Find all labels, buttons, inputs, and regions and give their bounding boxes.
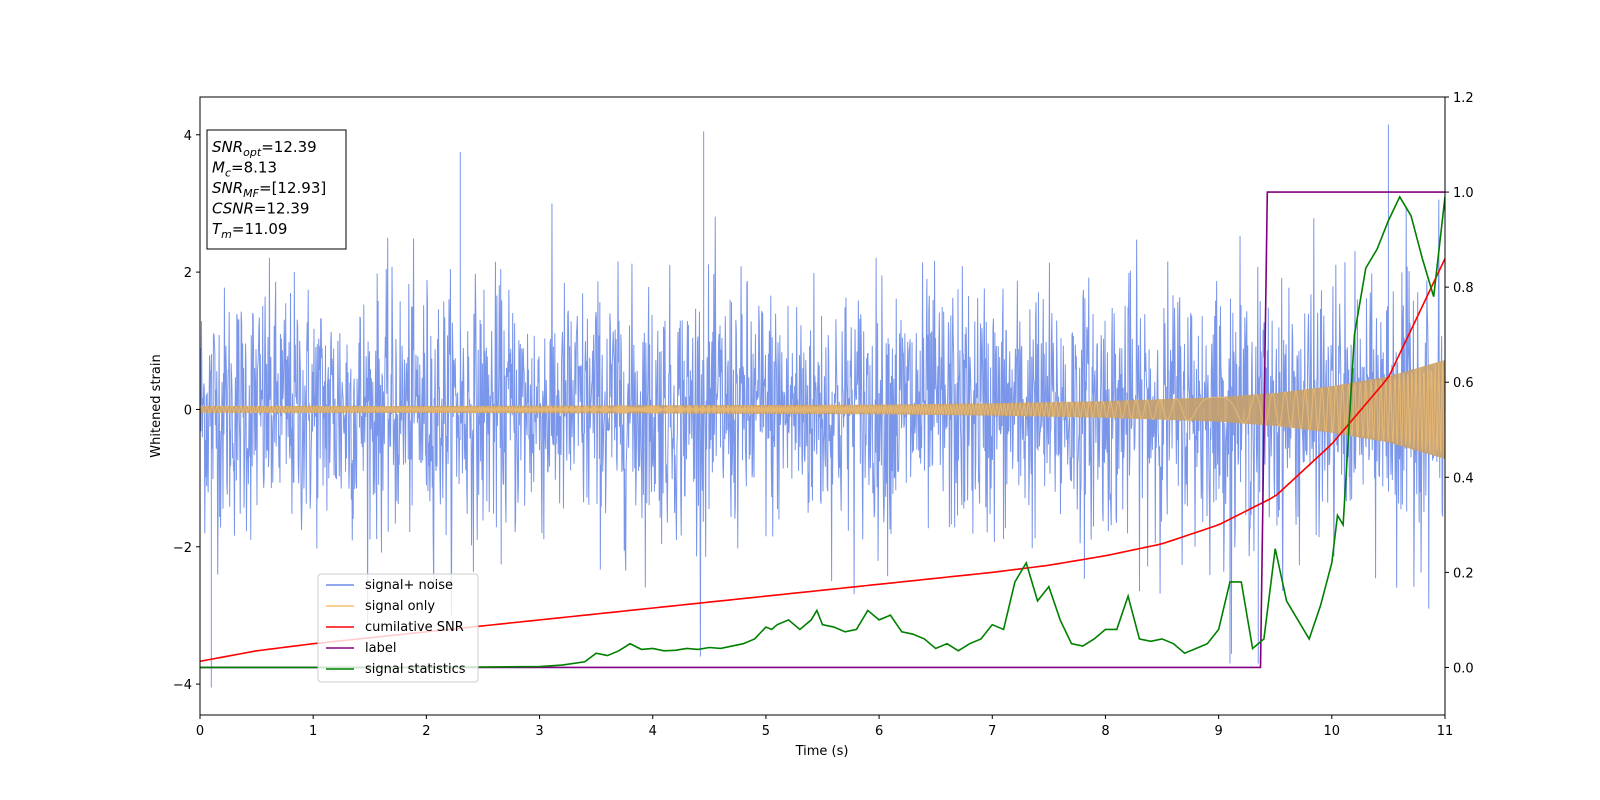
y-right-tick-label: 0.4 [1453,471,1474,486]
series-signal-only-line [200,361,1445,457]
legend-label: label [365,641,396,656]
x-tick-label: 7 [988,724,996,739]
y-right-tick-label: 1.0 [1453,186,1474,201]
y-axis-right: 0.0 0.2 0.4 0.6 0.8 1.0 1.2 [1445,91,1474,676]
y-right-tick-label: 0.0 [1453,661,1474,676]
info-line: Tm=11.09 [212,220,287,241]
y-left-tick-label: 4 [184,129,192,144]
info-box-frame [206,129,347,250]
info-line: CSNR=12.39 [212,200,309,218]
x-tick-label: 8 [1101,724,1109,739]
legend: signal+ noise signal only cumilative SNR la… [317,573,479,683]
x-axis-label: Time (s) [795,744,849,759]
info-line: SNRopt=12.39 [212,138,317,159]
y-right-tick-label: 0.6 [1453,376,1474,391]
y-axis-left: −4 −2 0 2 4 [173,129,200,693]
x-tick-label: 5 [762,724,770,739]
series-signal-statistics-line [200,195,1445,669]
legend-label: signal only [365,599,435,614]
x-tick-label: 6 [875,724,883,739]
series-label-line [200,191,1445,669]
legend-label: cumilative SNR [365,620,464,635]
y-right-tick-label: 1.2 [1453,91,1474,106]
y-left-tick-label: −2 [173,541,192,556]
series-signal-noise-line [200,124,1445,688]
x-tick-label: 0 [196,724,204,739]
info-box: SNRopt=12.39Mc=8.13SNRMF=[12.93]CSNR=12.… [206,129,347,250]
y-axis-label: Whitened strain [149,354,164,457]
plot-frame [199,96,1446,716]
y-right-tick-label: 0.8 [1453,281,1474,296]
y-left-tick-label: 2 [184,266,192,281]
x-tick-label: 3 [535,724,543,739]
info-line: SNRMF=[12.93] [212,179,326,200]
x-tick-label: 10 [1324,724,1341,739]
x-tick-label: 4 [649,724,657,739]
legend-label: signal statistics [365,662,466,677]
info-line: Mc=8.13 [212,159,277,180]
x-tick-label: 2 [422,724,430,739]
legend-label: signal+ noise [365,578,453,593]
x-tick-label: 11 [1437,724,1454,739]
y-left-tick-label: −4 [173,678,192,693]
y-right-tick-label: 0.2 [1453,566,1474,581]
x-tick-label: 9 [1214,724,1222,739]
x-axis: 0 1 2 3 4 5 6 7 8 9 10 11 [196,715,1453,739]
legend-frame [317,573,479,683]
x-tick-label: 1 [309,724,317,739]
y-left-tick-label: 0 [184,403,192,418]
